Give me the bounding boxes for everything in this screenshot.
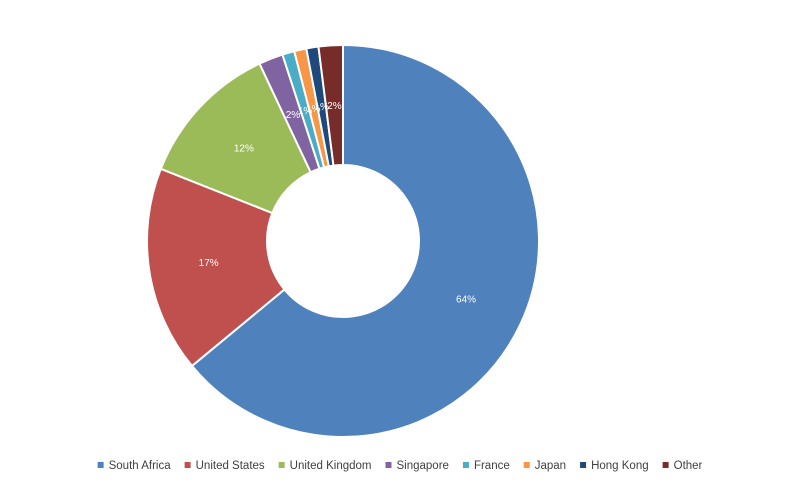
legend-label-singapore: Singapore (397, 460, 449, 472)
legend-swatch-other (662, 462, 669, 468)
data-label-hong-kong: 1% (314, 102, 329, 113)
legend-label-other: Other (674, 460, 703, 472)
slice-united-states (146, 167, 286, 368)
legend-swatch-united-states (184, 462, 191, 468)
data-label-south-africa: 64% (456, 294, 476, 305)
legend-swatch-south-africa (97, 462, 104, 468)
legend-swatch-united-kingdom (278, 462, 285, 468)
legend-swatch-singapore (385, 462, 392, 468)
data-label-other: 2% (327, 101, 342, 112)
legend-item-united-states: United States (184, 460, 265, 472)
legend-item-france: France (462, 460, 510, 472)
legend-label-france: France (474, 460, 510, 472)
data-label-united-kingdom: 12% (234, 143, 254, 154)
chart-data-labels: 64%17%12%2%1%1%1%2% (199, 101, 477, 306)
legend-label-south-africa: South Africa (109, 460, 172, 472)
slice-united-kingdom (159, 62, 312, 215)
chart-legend: South Africa United States United Kingdom S… (97, 460, 703, 472)
legend-item-south-africa: South Africa (97, 460, 172, 472)
legend-label-japan: Japan (535, 460, 566, 472)
legend-swatch-japan (523, 462, 530, 468)
data-label-singapore: 2% (286, 110, 301, 121)
data-label-france: 1% (298, 106, 313, 117)
data-label-japan: 1% (306, 104, 321, 115)
slice-other (317, 43, 344, 167)
legend-item-united-kingdom: United Kingdom (278, 460, 372, 472)
legend-item-hong-kong: Hong Kong (580, 460, 649, 472)
slice-south-africa (190, 43, 540, 438)
chart-slices (146, 43, 540, 438)
legend-label-united-states: United States (196, 460, 265, 472)
legend-swatch-hong-kong (580, 462, 587, 468)
legend-item-singapore: Singapore (385, 460, 449, 472)
legend-label-united-kingdom: United Kingdom (290, 460, 372, 472)
legend-item-japan: Japan (523, 460, 566, 472)
data-label-united-states: 17% (199, 258, 219, 269)
legend-swatch-france (462, 462, 469, 468)
legend-item-other: Other (662, 460, 703, 472)
legend-label-hong-kong: Hong Kong (591, 460, 649, 472)
